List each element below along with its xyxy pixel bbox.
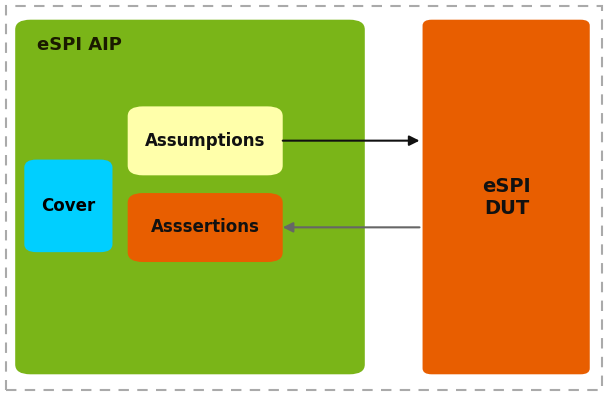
FancyBboxPatch shape <box>128 106 283 175</box>
Text: Cover: Cover <box>41 197 96 215</box>
Text: eSPI AIP: eSPI AIP <box>36 36 122 54</box>
FancyBboxPatch shape <box>423 20 590 374</box>
Text: eSPI
DUT: eSPI DUT <box>482 177 531 217</box>
Text: Assumptions: Assumptions <box>145 132 265 150</box>
FancyBboxPatch shape <box>24 160 112 252</box>
FancyBboxPatch shape <box>128 193 283 262</box>
FancyBboxPatch shape <box>15 20 365 374</box>
Text: Asssertions: Asssertions <box>150 218 260 236</box>
